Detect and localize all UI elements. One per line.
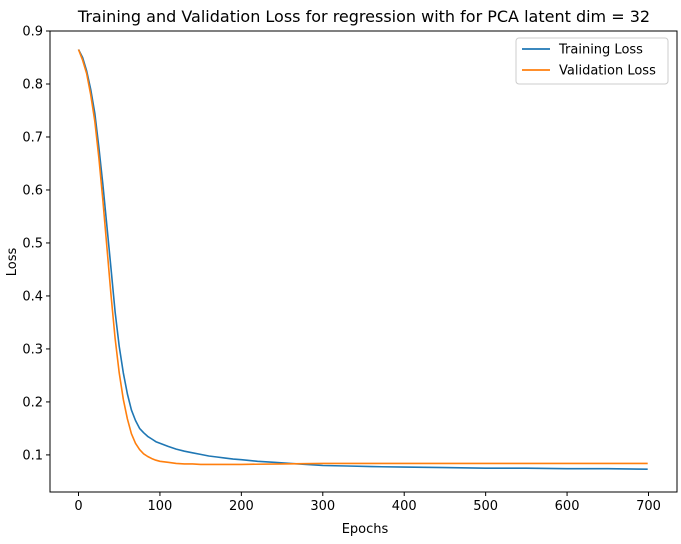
legend: Training Loss Validation Loss: [515, 37, 669, 85]
y-tick-label: 0.1: [22, 448, 43, 463]
chart-title: Training and Validation Loss for regress…: [77, 7, 650, 26]
x-tick-label: 500: [473, 499, 498, 514]
legend-label-validation-loss: Validation Loss: [559, 64, 656, 79]
training-loss-line: [77, 49, 648, 470]
x-tick-label: 700: [636, 499, 661, 514]
y-tick-label: 0.2: [22, 395, 43, 410]
y-tick-label: 0.8: [22, 77, 43, 92]
x-tick-label: 200: [229, 499, 254, 514]
x-tick-label: 100: [148, 499, 173, 514]
x-tick-label: 600: [555, 499, 580, 514]
axis-ticks: 0 100 200 300 400 500 600 700 0.1 0.2 0.3 0.4 0.5 0.6…: [22, 25, 661, 515]
validation-loss-line: [77, 49, 648, 466]
plot-area: [77, 49, 648, 470]
plot-frame: [49, 30, 678, 493]
x-axis-label: Epochs: [342, 522, 389, 537]
y-tick-label: 0.9: [22, 25, 43, 40]
y-tick-label: 0.6: [22, 183, 43, 198]
x-tick-label: 300: [310, 499, 335, 514]
x-tick-label: 0: [74, 499, 82, 514]
y-tick-label: 0.7: [22, 130, 43, 145]
legend-label-training-loss: Training Loss: [558, 43, 643, 58]
x-tick-label: 400: [392, 499, 417, 514]
y-tick-label: 0.3: [22, 342, 43, 357]
legend-box: [515, 37, 669, 85]
y-tick-label: 0.4: [22, 289, 43, 304]
y-axis-label: Loss: [5, 248, 20, 277]
y-tick-label: 0.5: [22, 236, 43, 251]
